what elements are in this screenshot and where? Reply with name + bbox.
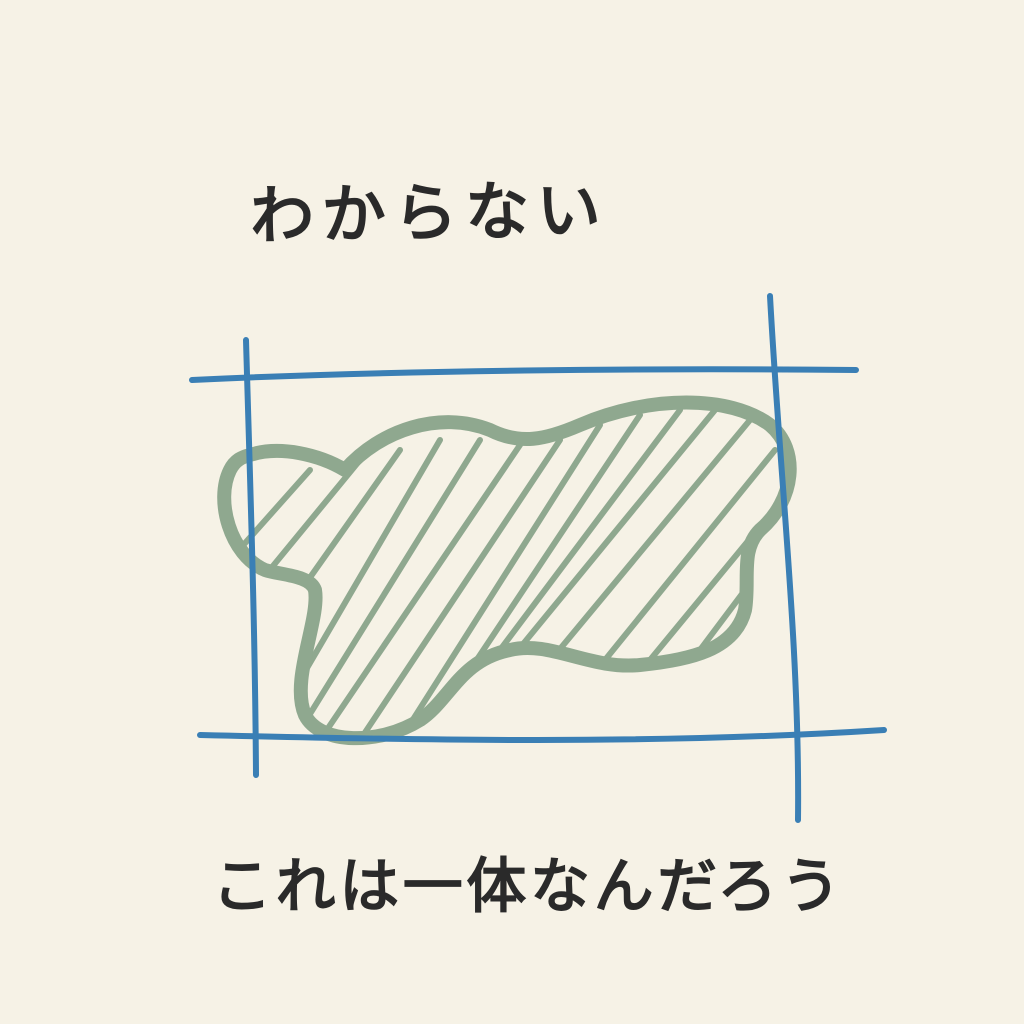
frame-left-line <box>243 337 259 778</box>
blob-outline <box>217 395 797 746</box>
frame-top-line <box>189 366 859 383</box>
bottom-handwritten-text: これは一体なんだろう <box>212 852 845 922</box>
blue-frame <box>189 293 887 823</box>
frame-bottom-line <box>197 727 887 743</box>
frame-right-line <box>767 293 802 823</box>
